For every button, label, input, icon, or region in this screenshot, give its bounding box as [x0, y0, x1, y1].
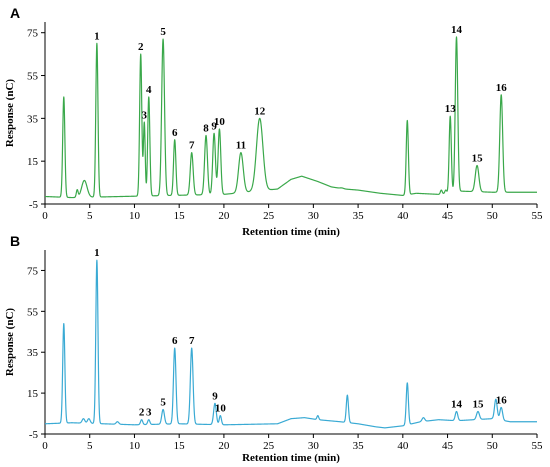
x-tick-label: 25 — [263, 440, 275, 452]
x-tick-label: 20 — [218, 210, 230, 222]
peak-label-6: 6 — [172, 127, 178, 139]
x-tick-label: 45 — [442, 210, 454, 222]
y-tick-label: -5 — [29, 429, 39, 441]
x-tick-label: 5 — [87, 440, 93, 452]
x-tick-label: 10 — [129, 440, 141, 452]
x-tick-label: 45 — [442, 440, 454, 452]
y-tick-label: 15 — [27, 388, 39, 400]
peak-label-13: 13 — [445, 103, 457, 115]
x-axis-title: Retention time (min) — [242, 452, 340, 464]
y-axis-title: Response (nC) — [4, 79, 16, 147]
x-axis-title: Retention time (min) — [242, 226, 340, 238]
peak-label-1: 1 — [94, 247, 100, 259]
peak-label-9: 9 — [212, 390, 218, 402]
x-tick-label: 25 — [263, 210, 275, 222]
x-tick-label: 40 — [397, 440, 409, 452]
peak-label-15: 15 — [472, 152, 484, 164]
y-tick-label: 55 — [27, 71, 39, 83]
peak-label-6: 6 — [172, 335, 178, 347]
peak-label-16: 16 — [496, 82, 508, 94]
peak-label-5: 5 — [160, 26, 166, 38]
peak-label-5: 5 — [160, 396, 166, 408]
x-tick-label: 20 — [218, 440, 230, 452]
peak-label-10: 10 — [214, 116, 226, 128]
chromatogram-trace — [44, 36, 538, 199]
peak-label-2: 2 — [139, 407, 145, 419]
x-tick-label: 55 — [532, 440, 544, 452]
peak-label-16: 16 — [496, 394, 508, 406]
x-tick-label: 40 — [397, 210, 409, 222]
peak-label-9: 9 — [211, 120, 217, 132]
y-tick-label: 75 — [27, 265, 39, 277]
panel-letter: B — [10, 233, 20, 249]
peak-label-14: 14 — [451, 24, 463, 36]
peak-label-12: 12 — [254, 105, 266, 117]
y-tick-label: -5 — [29, 199, 39, 211]
y-tick-label: 75 — [27, 28, 39, 40]
x-tick-label: 35 — [353, 440, 365, 452]
x-tick-label: 10 — [129, 210, 141, 222]
peak-label-1: 1 — [94, 30, 100, 42]
x-tick-label: 15 — [174, 440, 186, 452]
x-tick-label: 35 — [353, 210, 365, 222]
peak-label-10: 10 — [215, 403, 227, 415]
peak-label-4: 4 — [146, 84, 152, 96]
peak-label-14: 14 — [451, 399, 463, 411]
x-tick-label: 55 — [532, 210, 544, 222]
peak-label-11: 11 — [236, 140, 246, 152]
x-tick-label: 30 — [308, 440, 320, 452]
x-tick-label: 30 — [308, 210, 320, 222]
chromatogram-trace — [44, 259, 538, 429]
x-tick-label: 0 — [42, 210, 48, 222]
peak-label-3: 3 — [146, 407, 152, 419]
peak-label-7: 7 — [189, 140, 195, 152]
panel-letter: A — [10, 5, 20, 21]
y-tick-label: 35 — [27, 347, 39, 359]
y-tick-label: 55 — [27, 306, 39, 318]
x-tick-label: 5 — [87, 210, 93, 222]
x-tick-label: 50 — [487, 210, 499, 222]
x-tick-label: 15 — [174, 210, 186, 222]
peak-label-3: 3 — [142, 110, 148, 122]
y-tick-label: 15 — [27, 156, 39, 168]
x-tick-label: 0 — [42, 440, 48, 452]
peak-label-8: 8 — [203, 122, 209, 134]
peak-label-7: 7 — [189, 335, 195, 347]
peak-label-15: 15 — [472, 399, 484, 411]
y-axis-title: Response (nC) — [4, 308, 16, 376]
x-tick-label: 50 — [487, 440, 499, 452]
y-tick-label: 35 — [27, 113, 39, 125]
peak-label-2: 2 — [138, 41, 144, 53]
